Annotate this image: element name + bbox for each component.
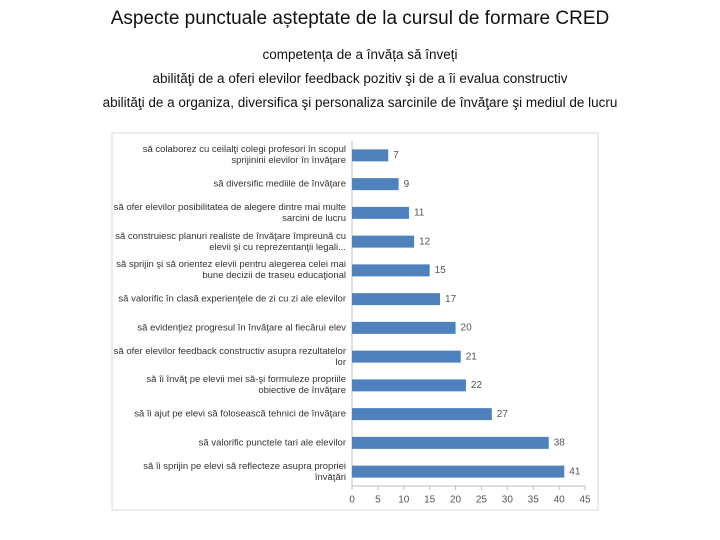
bar xyxy=(352,379,466,392)
x-tick-label: 40 xyxy=(554,495,566,506)
category-label: să îi ajut pe elevi să folosească tehnic… xyxy=(134,408,346,420)
value-label: 21 xyxy=(466,351,478,362)
category-label: să ofer elevilor posibilitatea de aleger… xyxy=(113,201,346,224)
x-tick-label: 45 xyxy=(579,495,591,506)
bar xyxy=(352,149,389,162)
value-label: 15 xyxy=(435,265,447,276)
bar xyxy=(352,350,461,363)
x-tick-label: 30 xyxy=(502,495,514,506)
value-label: 17 xyxy=(445,294,457,305)
subtitle-line: abilităţi de a oferi elevilor feedback p… xyxy=(152,71,568,86)
slide-title: Aspecte punctuale așteptate de la cursul… xyxy=(110,8,610,29)
bar xyxy=(352,178,399,191)
x-tick-label: 15 xyxy=(424,495,436,506)
value-label: 20 xyxy=(461,323,473,334)
x-tick-label: 10 xyxy=(398,495,410,506)
x-tick-label: 20 xyxy=(450,495,462,506)
value-label: 9 xyxy=(404,179,410,190)
category-label: să valorific în clasă experienţele de zi… xyxy=(118,293,346,305)
category-label: să ofer elevilor feedback constructiv as… xyxy=(113,345,346,368)
value-label: 12 xyxy=(419,236,431,247)
bar xyxy=(352,235,415,248)
bar xyxy=(352,321,456,334)
category-label: să evidenţiez progresul în învăţare al f… xyxy=(137,322,346,334)
category-label: să colaborez cu ceilalţi colegi profesor… xyxy=(142,144,346,167)
category-label: să îi învăţ pe elevii mei să-şi formulez… xyxy=(146,374,346,397)
value-label: 38 xyxy=(554,438,566,449)
category-label: să îi sprijin pe elevi să reflecteze asu… xyxy=(143,460,346,483)
bar xyxy=(352,465,565,478)
bar xyxy=(352,293,441,306)
subtitle-line: abilităţi de a organiza, diversifica şi … xyxy=(102,95,618,110)
value-label: 27 xyxy=(497,409,509,420)
chart-frame xyxy=(111,132,599,511)
value-label: 7 xyxy=(393,150,399,161)
bar xyxy=(352,206,409,219)
bar xyxy=(352,264,430,277)
category-label: să construiesc planuri realiste de învăţ… xyxy=(115,230,346,253)
value-label: 11 xyxy=(414,208,425,219)
x-tick-label: 0 xyxy=(349,495,355,506)
value-label: 22 xyxy=(471,380,483,391)
category-label: să sprijin şi să orientez elevii pentru … xyxy=(116,259,346,282)
bar xyxy=(352,408,492,421)
subtitle-line: competența de a învăța să înveți xyxy=(262,47,458,62)
bar xyxy=(352,436,549,449)
x-tick-label: 5 xyxy=(375,495,381,506)
category-label: să diversific mediile de învăţare xyxy=(213,178,346,190)
category-label: să valorific punctele tari ale elevilor xyxy=(198,437,346,449)
value-label: 41 xyxy=(569,466,581,477)
x-tick-label: 35 xyxy=(528,495,540,506)
x-tick-label: 25 xyxy=(476,495,488,506)
